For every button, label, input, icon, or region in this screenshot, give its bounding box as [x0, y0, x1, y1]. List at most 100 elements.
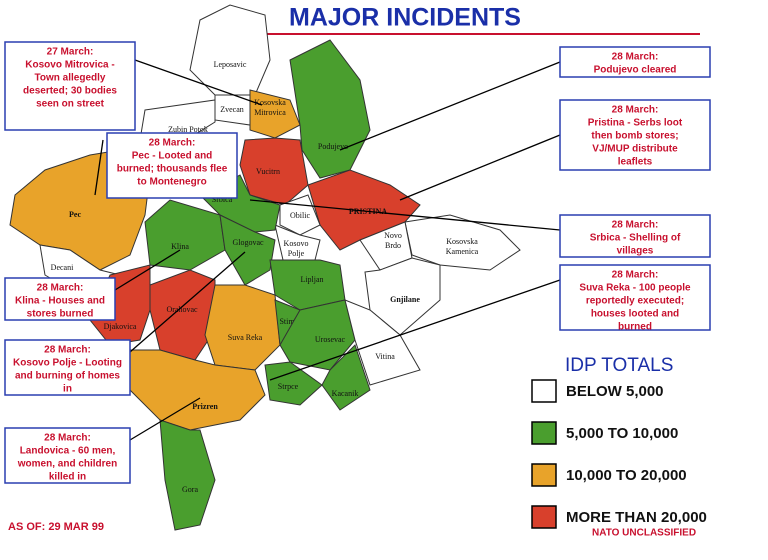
- region-label: Obilic: [290, 211, 310, 220]
- callout-text: reportedly executed;: [586, 296, 684, 307]
- callout-text: deserted; 30 bodies: [23, 86, 117, 97]
- callout-text: houses looted and: [591, 309, 679, 320]
- callout-text: burned; thousands flee: [117, 164, 228, 175]
- legend-swatch: [531, 379, 557, 403]
- callout-text: Srbica - Shelling of: [590, 233, 681, 244]
- callout-text: Kosovo Polje - Looting: [13, 358, 122, 369]
- region-label: Prizren: [192, 402, 218, 411]
- callout-date: 28 March:: [612, 105, 659, 116]
- region: [129, 349, 266, 431]
- callout-text: Suva Reka - 100 people: [579, 283, 691, 294]
- leader-line: [129, 397, 201, 441]
- callout-date: 28 March:: [612, 220, 659, 231]
- region-label: Zvecan: [220, 105, 244, 114]
- callout-text: seen on street: [36, 99, 104, 110]
- callout-text: leaflets: [618, 157, 653, 168]
- callout-text: Klina - Houses and: [15, 296, 105, 307]
- region-label: Vucitrn: [256, 167, 280, 176]
- region-label: Kosovo: [284, 239, 309, 248]
- callout-date: 28 March:: [44, 345, 91, 356]
- leader-line: [269, 279, 561, 381]
- region-label: Novo: [384, 231, 402, 240]
- region-label: Pec: [69, 210, 81, 219]
- callout-text: then bomb stores;: [591, 131, 678, 142]
- legend-swatch: [531, 505, 557, 529]
- callout-date: 28 March:: [149, 138, 196, 149]
- legend-title: IDP TOTALS: [565, 355, 673, 376]
- region-label: Kosovska: [446, 237, 478, 246]
- region: [204, 284, 281, 371]
- region: [404, 214, 521, 271]
- callout-text: Pristina - Serbs loot: [588, 118, 683, 129]
- region: [219, 214, 276, 286]
- callout-text: villages: [617, 246, 654, 257]
- callout-box: [559, 214, 711, 258]
- region-label: Klina: [171, 242, 189, 251]
- region-label: Kacanik: [332, 389, 359, 398]
- region-label: Kosovska: [254, 98, 286, 107]
- callout-box: [106, 132, 238, 199]
- callout-date: 28 March:: [44, 433, 91, 444]
- legend-label: MORE THAN 20,000: [566, 509, 707, 526]
- region: [279, 194, 321, 236]
- callout-box: [559, 264, 711, 331]
- callout-text: burned: [618, 322, 652, 333]
- region: [144, 199, 226, 271]
- callout-box: [4, 41, 136, 131]
- region: [239, 137, 309, 206]
- region-label: Mitrovica: [254, 108, 286, 117]
- callout-box: [559, 46, 711, 78]
- region-label: Urosevac: [315, 335, 346, 344]
- callout-text: in: [63, 384, 72, 395]
- region-label: Strpce: [278, 382, 299, 391]
- region: [249, 89, 301, 139]
- callout-date: 28 March:: [612, 270, 659, 281]
- region-label: Brdo: [385, 241, 401, 250]
- legend-label: BELOW 5,000: [566, 383, 664, 400]
- region-label: Stimlje: [279, 317, 303, 326]
- region: [159, 419, 216, 531]
- callout-text: to Montenegro: [137, 177, 206, 188]
- callout-date: 27 March:: [47, 47, 94, 58]
- region-label: Polje: [288, 249, 305, 258]
- region-label: Glogovac: [232, 238, 264, 247]
- leader-line: [114, 249, 181, 291]
- region: [344, 299, 421, 386]
- region-label: Djakovica: [104, 322, 137, 331]
- region-label: Podujevo: [318, 142, 348, 151]
- classification: NATO UNCLASSIFIED: [592, 528, 696, 539]
- region-label: Suva Reka: [228, 333, 263, 342]
- region-label: Srbica: [212, 195, 233, 204]
- leader-line: [94, 139, 104, 196]
- region-label: Gnjilane: [390, 295, 420, 304]
- callout-text: VJ/MUP distribute: [592, 144, 678, 155]
- callout-text: Town allegedly: [35, 73, 106, 84]
- region-label: Gora: [182, 485, 198, 494]
- as-of: AS OF: 29 MAR 99: [8, 521, 104, 533]
- region-label: Kamenica: [446, 247, 479, 256]
- leader-line: [134, 59, 263, 106]
- callout-text: and burning of homes: [15, 371, 120, 382]
- region-label: Zubin Potok: [168, 125, 208, 134]
- callout-text: Landovica - 60 men,: [20, 446, 116, 457]
- region: [149, 269, 216, 361]
- region-label: Decani: [51, 263, 74, 272]
- region-label: Lipljan: [300, 275, 323, 284]
- callout-text: Podujevo cleared: [594, 65, 677, 76]
- callout-text: Kosovo Mitrovica -: [25, 60, 114, 71]
- leader-line: [399, 134, 561, 201]
- legend-swatch: [531, 463, 557, 487]
- region: [274, 224, 321, 261]
- region: [189, 4, 271, 96]
- legend-label: 10,000 TO 20,000: [566, 467, 687, 484]
- callout-box: [4, 339, 131, 396]
- leader-line: [249, 199, 561, 231]
- region: [321, 344, 371, 411]
- leader-line: [129, 251, 246, 353]
- region-label: Orahovac: [166, 305, 198, 314]
- callout-text: Pec - Looted and: [132, 151, 213, 162]
- callout-box: [4, 427, 131, 484]
- callout-text: killed in: [49, 472, 86, 483]
- callout-text: stores burned: [27, 309, 94, 320]
